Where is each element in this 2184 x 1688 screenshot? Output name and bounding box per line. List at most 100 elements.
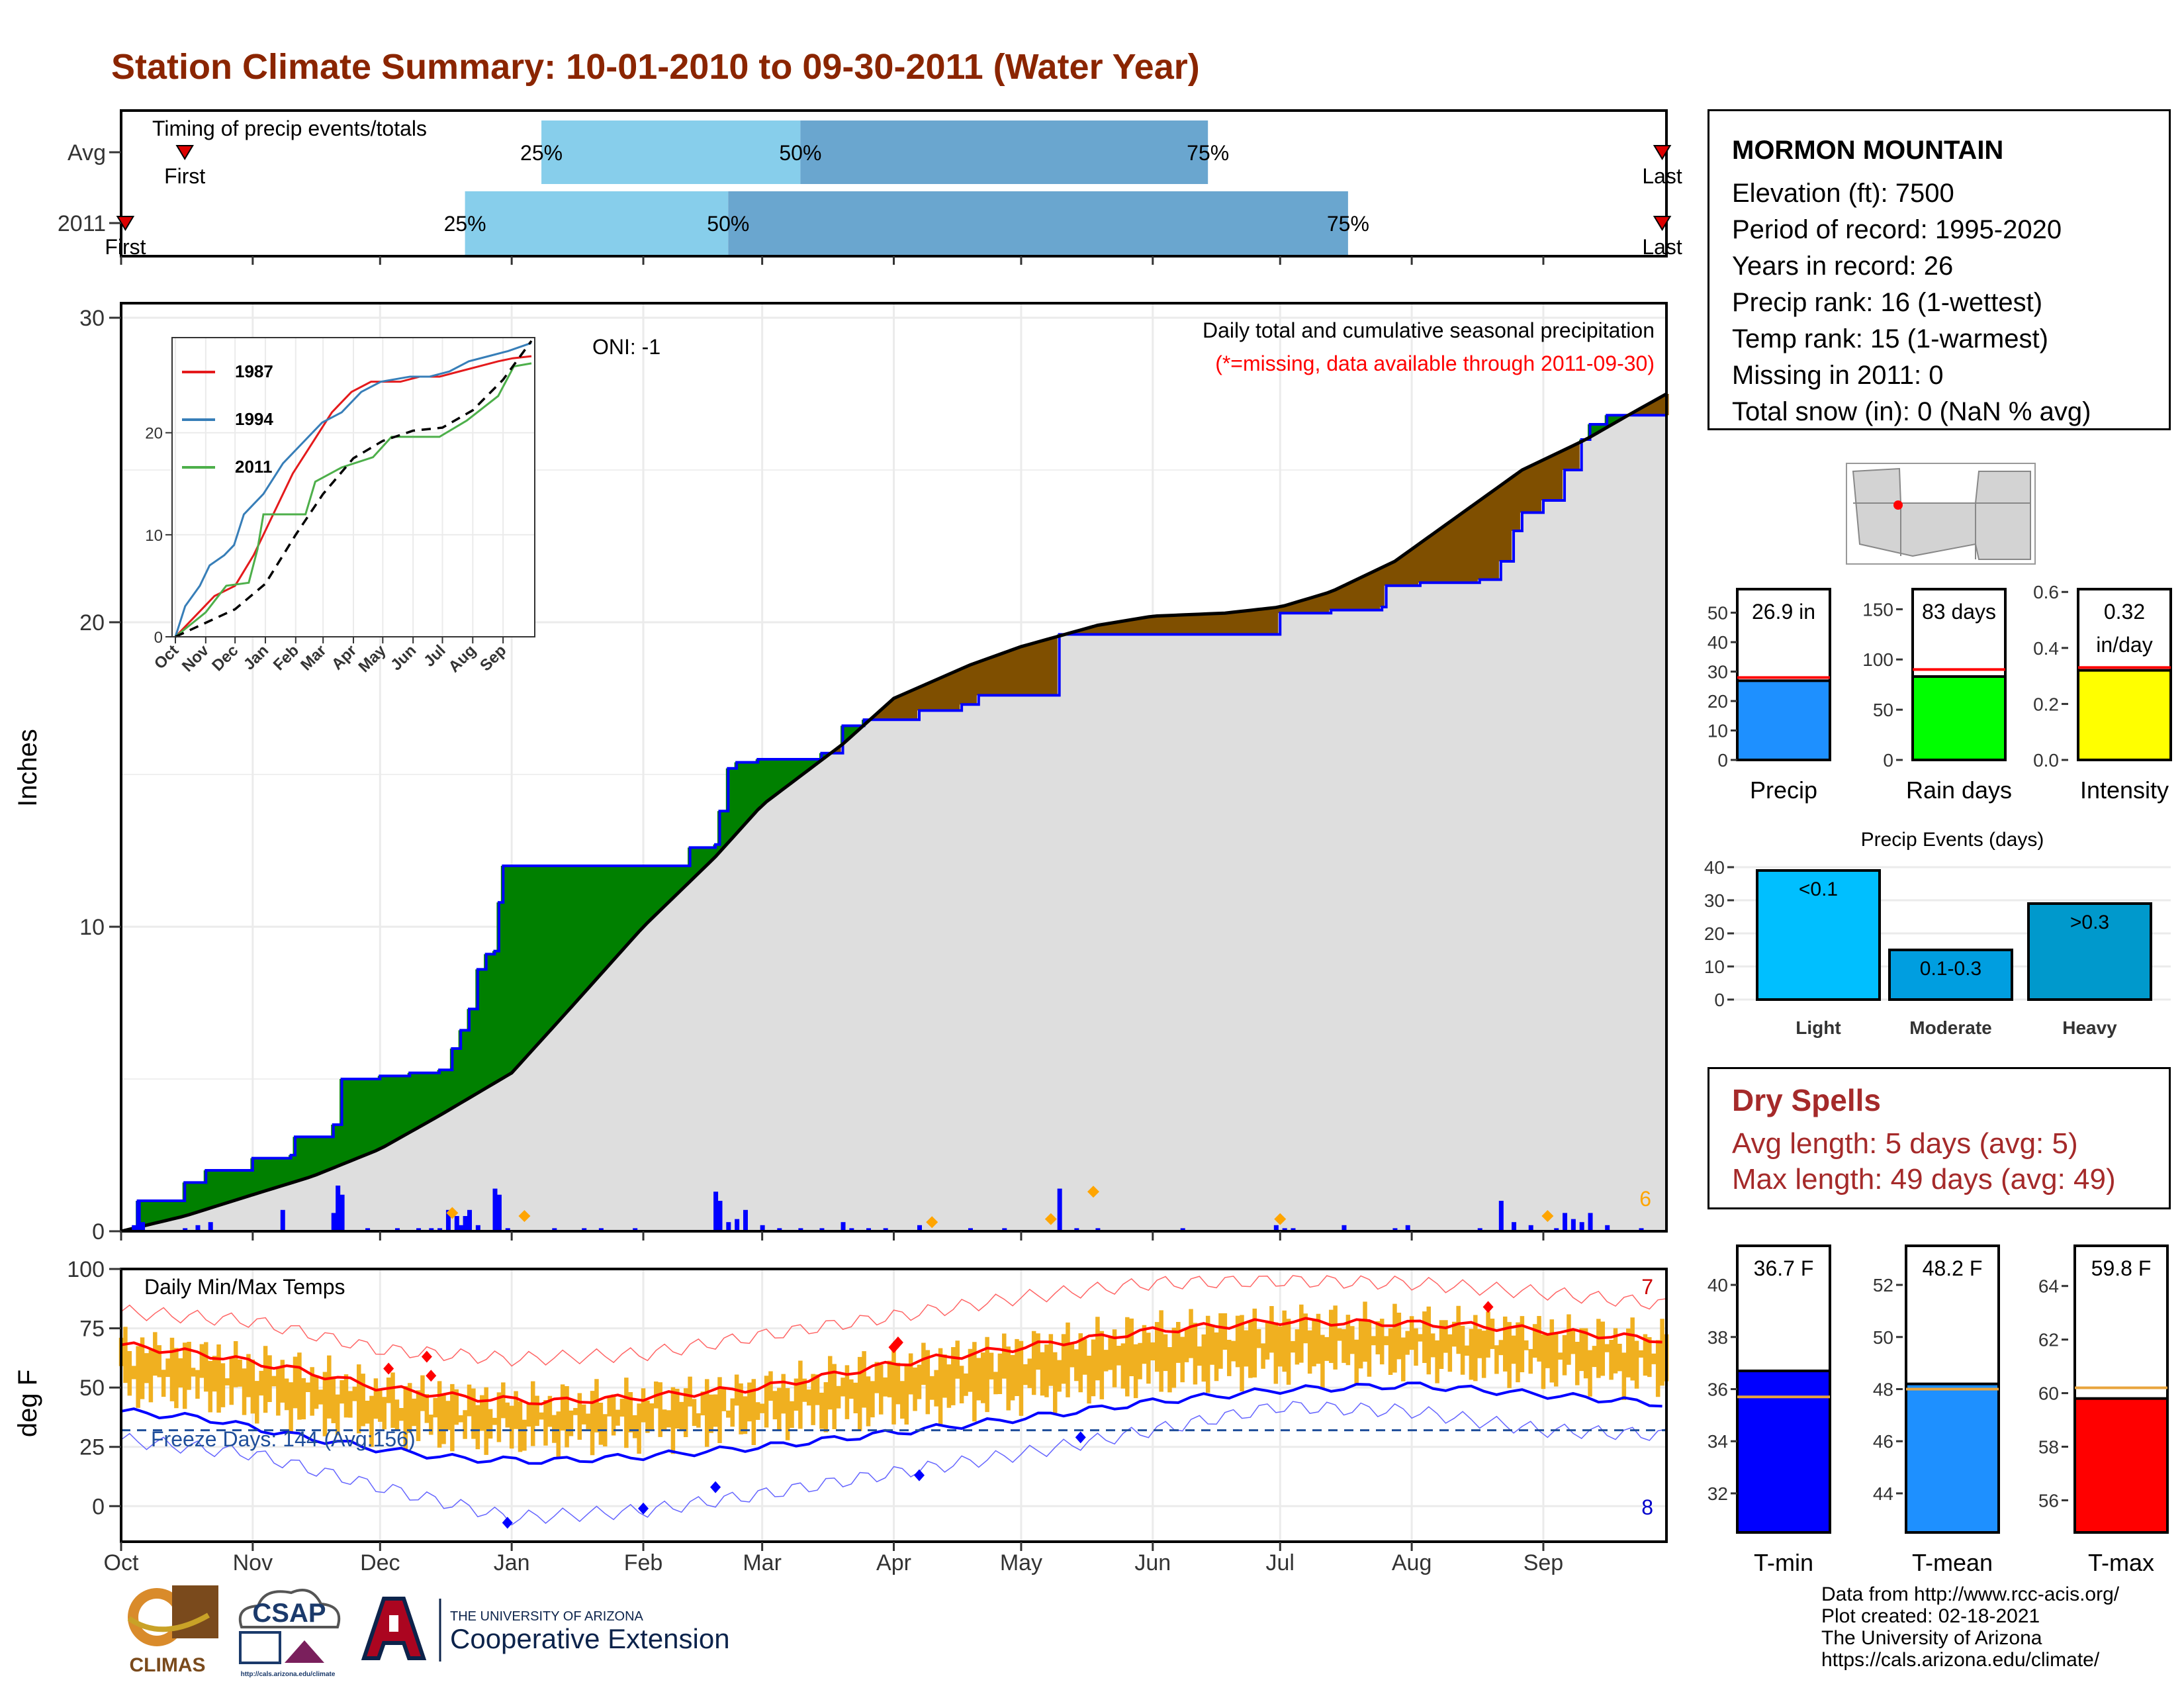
- timeline-q1-bar-Avg: [541, 120, 801, 184]
- precip-chart-subtitle: (*=missing, data available through 2011-…: [1215, 352, 1655, 375]
- precip-events-bar-label: 0.1-0.3: [1920, 958, 1981, 980]
- temp-y-tick-label: 25: [79, 1435, 105, 1460]
- summary-y-tick-label: 10: [1707, 721, 1728, 741]
- ua-logo: THE UNIVERSITY OF ARIZONA Cooperative Ex…: [361, 1597, 730, 1662]
- precip-marker: [926, 1216, 938, 1229]
- summary-y-tick-label: 40: [1707, 632, 1728, 653]
- precip-events-bar-label: >0.3: [2070, 912, 2109, 933]
- temp-x-tick-label: Feb: [624, 1550, 663, 1575]
- summary-y-tick-label: 56: [2038, 1490, 2059, 1511]
- inset-y-tick-label: 20: [145, 425, 163, 443]
- summary-bar-value-label: 26.9 in: [1752, 600, 1815, 624]
- timeline-p75-label: 75%: [1327, 212, 1369, 236]
- daily-precip-bar: [717, 1201, 723, 1231]
- daily-precip-bar: [1588, 1213, 1593, 1231]
- temp-y-tick-label: 100: [67, 1257, 105, 1282]
- record-high-point: [383, 1362, 394, 1375]
- daily-precip-bar: [208, 1222, 213, 1231]
- summary-bar-value-label: 48.2 F: [1923, 1256, 1983, 1280]
- precip-marker: [446, 1207, 459, 1219]
- daily-precip-bar: [917, 1225, 922, 1231]
- precip-y-tick-label: 0: [92, 1219, 105, 1244]
- temp-x-tick-label: Sep: [1524, 1550, 1564, 1575]
- daily-precip-bar: [819, 1228, 825, 1231]
- station-location-dot: [1893, 500, 1903, 510]
- precip-y-tick-label: 20: [79, 610, 105, 635]
- temp-y-axis-label: deg F: [13, 1370, 42, 1437]
- precip-events-category: Light: [1796, 1017, 1841, 1038]
- summary-y-tick-label: 62: [2038, 1330, 2059, 1350]
- station-period: Period of record: 1995-2020: [1732, 215, 2062, 244]
- credit-url: https://cals.arizona.edu/climate/: [1821, 1649, 2100, 1671]
- precip-events-bar-Heavy: [2027, 902, 2152, 1001]
- csap-logo-url: http://cals.arizona.edu/climate: [241, 1671, 336, 1678]
- summary-bar-category: T-max: [2088, 1549, 2154, 1576]
- station-snow: Total snow (in): 0 (NaN % avg): [1732, 397, 2091, 426]
- temp-y-tick-label: 75: [79, 1317, 105, 1342]
- summary-bar-value-label: 59.8 F: [2091, 1256, 2152, 1280]
- timeline-last-label: Last: [1642, 164, 1682, 188]
- temp-count-low: 8: [1641, 1495, 1653, 1519]
- daily-precip-bar: [496, 1194, 502, 1231]
- summary-y-tick-label: 60: [2038, 1383, 2059, 1404]
- precip-events-category: Heavy: [2062, 1017, 2117, 1038]
- summary-y-tick-label: 0: [1717, 750, 1728, 771]
- precip-marker: [1541, 1210, 1554, 1222]
- summary-bar-category: T-mean: [1912, 1549, 1993, 1576]
- precip-events-y-tick-label: 10: [1704, 957, 1725, 977]
- summary-bar-value-label: 36.7 F: [1754, 1256, 1814, 1280]
- dry-spells-avg: Avg length: 5 days (avg: 5): [1732, 1127, 2078, 1160]
- daily-precip-bar: [1477, 1228, 1482, 1231]
- summary-bar-T-mean: [1905, 1382, 2000, 1534]
- daily-precip-bar: [416, 1228, 422, 1231]
- daily-precip-bar: [340, 1194, 345, 1231]
- summary-bar-value-label: 83 days: [1922, 600, 1996, 624]
- daily-precip-bar: [1002, 1228, 1007, 1231]
- summary-y-tick-label: 150: [1862, 599, 1893, 620]
- precip-y-tick-label: 30: [79, 306, 105, 331]
- daily-precip-bar: [866, 1228, 872, 1231]
- daily-precip-bar: [280, 1209, 285, 1231]
- summary-y-tick-label: 32: [1707, 1483, 1728, 1504]
- dry-spells-title: Dry Spells: [1732, 1083, 1881, 1117]
- timeline-q1-bar-2011: [465, 191, 729, 255]
- summary-y-tick-label: 52: [1873, 1275, 1893, 1295]
- timeline-last-label: Last: [1642, 235, 1682, 259]
- daily-precip-bar: [598, 1228, 604, 1231]
- precip-events-y-tick-label: 0: [1714, 990, 1725, 1010]
- daily-precip-bar: [136, 1201, 141, 1231]
- summary-y-tick-label: 30: [1707, 662, 1728, 682]
- precip-y-axis-label: Inches: [13, 729, 42, 807]
- daily-precip-bar: [849, 1228, 854, 1231]
- daily-precip-bar: [1095, 1228, 1101, 1231]
- summary-y-tick-label: 0.2: [2033, 694, 2059, 714]
- summary-bar-T-min: [1736, 1369, 1831, 1534]
- dry-spells-box: Dry Spells Avg length: 5 days (avg: 5) M…: [1707, 1067, 2171, 1209]
- daily-precip-bar: [505, 1228, 510, 1231]
- summary-bar-category: Precip: [1750, 776, 1817, 804]
- daily-precip-bar: [331, 1213, 336, 1231]
- summary-y-tick-label: 0: [1883, 750, 1893, 771]
- avg-cumulative-area: [121, 394, 1666, 1231]
- record-high-point: [426, 1370, 437, 1382]
- daily-precip-bar: [633, 1228, 638, 1231]
- daily-precip-bar: [1057, 1188, 1062, 1231]
- climas-logo-text: CLIMAS: [130, 1654, 206, 1676]
- timeline-q2-bar-Avg: [800, 120, 1208, 184]
- inset-series-line-1994: [174, 342, 532, 637]
- daily-precip-bar: [552, 1228, 557, 1231]
- daily-precip-bar: [463, 1216, 468, 1231]
- page-title: Station Climate Summary: 10-01-2010 to 0…: [111, 47, 1200, 87]
- cumulative-2011-line: [121, 414, 1666, 1233]
- daily-precip-bar: [1512, 1222, 1517, 1231]
- timeline-first-label: First: [105, 235, 146, 259]
- station-missing: Missing in 2011: 0: [1732, 361, 1944, 390]
- oni-annotation: ONI: -1: [592, 335, 660, 359]
- ua-logo-big: Cooperative Extension: [450, 1623, 730, 1654]
- precip-events-bar-label: <0.1: [1799, 878, 1838, 900]
- summary-y-tick-label: 100: [1862, 649, 1893, 670]
- credit-university: The University of Arizona: [1821, 1627, 2042, 1649]
- precip-events-y-tick-label: 40: [1704, 857, 1725, 878]
- daily-precip-bar: [454, 1216, 459, 1231]
- summary-bar-category: Rain days: [1906, 776, 2012, 804]
